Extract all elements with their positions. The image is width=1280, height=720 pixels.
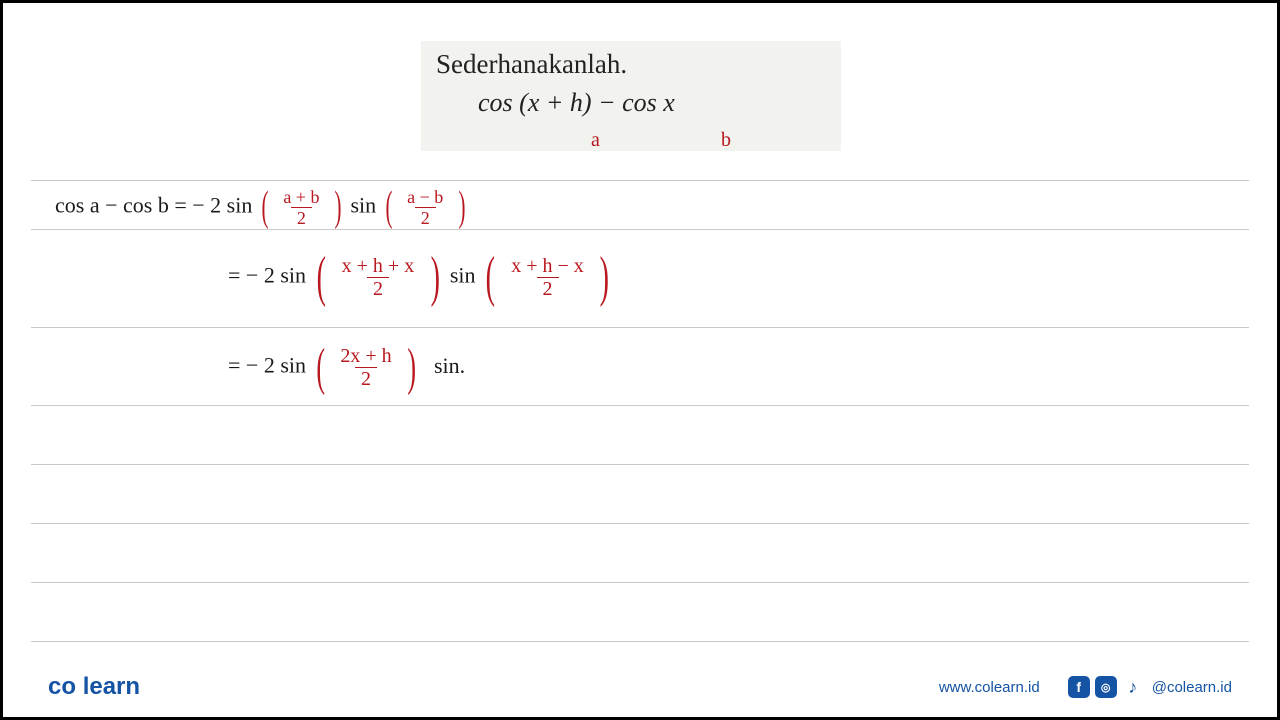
mid-text: sin [350, 193, 376, 218]
fraction: x + h + x 2 [339, 256, 418, 299]
rule-line [31, 464, 1249, 465]
eq-text: = − 2 sin [228, 353, 306, 378]
paren-open: ( [261, 191, 268, 225]
footer: co learn www.colearn.id f ◎ ♪ @colearn.i… [3, 657, 1277, 717]
fraction: x + h − x 2 [508, 256, 587, 299]
fraction-group: ( 2x + h 2 ) [312, 353, 426, 378]
paren-close: ) [334, 191, 341, 225]
paren-close: ) [407, 347, 416, 389]
rule-line [31, 180, 1249, 181]
social-handle: @colearn.id [1152, 679, 1232, 696]
formula-text: + [539, 88, 570, 117]
work-row-3: = − 2 sin ( 2x + h 2 ) sin. [228, 346, 465, 389]
numerator: 2x + h [337, 346, 394, 367]
fraction: a − b 2 [404, 188, 446, 227]
problem-title: Sederhanakanlah. [436, 49, 826, 80]
logo-dot [76, 673, 83, 700]
paren-open: ( [316, 347, 325, 389]
denominator: 2 [291, 207, 312, 227]
formula-var: h [570, 88, 583, 117]
numerator: x + h + x [339, 256, 418, 277]
formula-var: x [528, 88, 540, 117]
brand-logo: co learn [48, 673, 140, 701]
instagram-icon: ◎ [1095, 676, 1117, 698]
fraction: 2x + h 2 [337, 346, 394, 389]
mid-text: sin. [434, 353, 465, 378]
paren-close: ) [430, 255, 439, 300]
fraction-group: ( a + b 2 ) [258, 193, 351, 218]
rule-line [31, 641, 1249, 642]
denominator: 2 [367, 277, 389, 299]
denominator: 2 [537, 277, 559, 299]
denominator: 2 [355, 367, 377, 389]
paren-open: ( [385, 191, 392, 225]
fraction-group: ( x + h − x 2 ) [481, 262, 614, 287]
annotation-b: b [721, 129, 731, 152]
formula-text: cos ( [478, 88, 528, 117]
paren-open: ( [316, 255, 325, 300]
website-url: www.colearn.id [939, 679, 1040, 696]
formula-text: ) − cos [583, 88, 663, 117]
formula-var: x [663, 88, 675, 117]
rule-line [31, 523, 1249, 524]
numerator: a + b [280, 188, 322, 207]
problem-statement: Sederhanakanlah. cos (x + h) − cos x [421, 41, 841, 151]
lhs-text: cos a − cos b = − 2 sin [55, 193, 252, 218]
facebook-icon: f [1068, 676, 1090, 698]
paren-open: ( [486, 255, 495, 300]
rule-line [31, 582, 1249, 583]
paren-close: ) [600, 255, 609, 300]
fraction-group: ( a − b 2 ) [382, 193, 469, 218]
eq-text: = − 2 sin [228, 262, 306, 287]
rule-line [31, 327, 1249, 328]
fraction-group: ( x + h + x 2 ) [312, 262, 450, 287]
problem-formula: cos (x + h) − cos x [436, 88, 826, 118]
logo-part1: co [48, 673, 76, 700]
fraction: a + b 2 [280, 188, 322, 227]
paren-close: ) [458, 191, 465, 225]
work-row-2: = − 2 sin ( x + h + x 2 ) sin ( x + h − … [228, 255, 614, 300]
denominator: 2 [415, 207, 436, 227]
logo-part2: learn [83, 673, 140, 700]
work-row-1: cos a − cos b = − 2 sin ( a + b 2 ) sin … [55, 188, 469, 227]
annotation-a: a [591, 129, 600, 152]
rule-line [31, 229, 1249, 230]
numerator: x + h − x [508, 256, 587, 277]
mid-text: sin [450, 262, 476, 287]
tiktok-icon: ♪ [1122, 676, 1144, 698]
numerator: a − b [404, 188, 446, 207]
rule-line [31, 405, 1249, 406]
